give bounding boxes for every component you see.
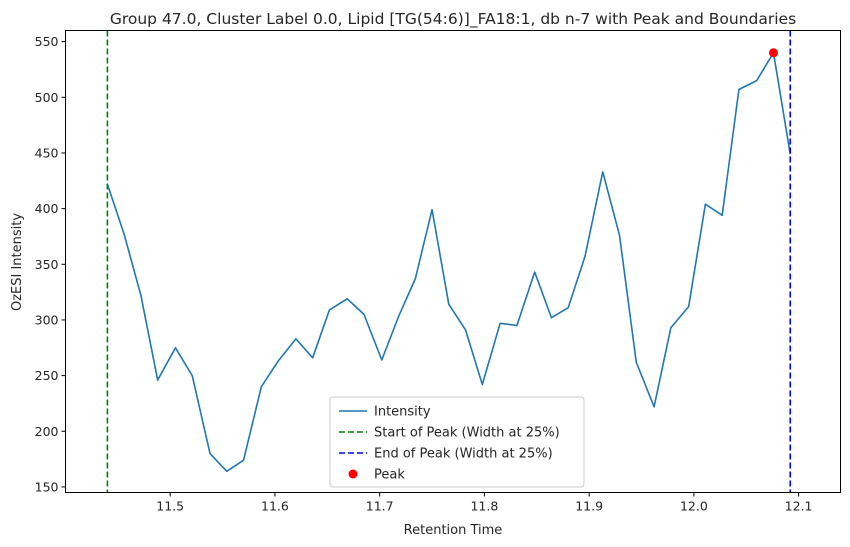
y-tick-label: 200 — [35, 424, 59, 439]
x-tick-label: 11.7 — [366, 499, 394, 514]
y-tick-label: 300 — [35, 312, 59, 327]
legend-label: Intensity — [374, 405, 431, 420]
plot-frame — [65, 30, 841, 493]
x-axis-label: Retention Time — [404, 523, 503, 538]
legend: Intensity Start of Peak (Width at 25%) End… — [329, 396, 585, 488]
legend-label: Start of Peak (Width at 25%) — [374, 426, 560, 441]
peak-marker — [768, 48, 778, 58]
y-tick-label: 250 — [35, 368, 59, 383]
y-axis-label: OzESI Intensity — [10, 213, 25, 311]
y-tick-label: 350 — [35, 257, 59, 272]
legend-label: End of Peak (Width at 25%) — [374, 447, 553, 462]
y-tick-label: 550 — [35, 34, 59, 49]
x-tick-label: 11.6 — [261, 499, 289, 514]
y-tick-label: 400 — [35, 201, 59, 216]
legend-swatch-peak — [348, 469, 358, 479]
legend-box — [329, 396, 585, 488]
x-tick-label: 11.8 — [470, 499, 498, 514]
x-tick-label: 12.0 — [680, 499, 708, 514]
y-tick-label: 450 — [35, 145, 59, 160]
chart-title: Group 47.0, Cluster Label 0.0, Lipid [TG… — [110, 10, 796, 29]
y-tick-label: 150 — [35, 479, 59, 494]
intensity-line — [106, 51, 792, 473]
y-tick-label: 500 — [35, 90, 59, 105]
axes: 11.5 11.6 11.7 11.8 11.9 12.0 12.1 150 200 250 300… — [35, 34, 813, 513]
x-tick-label: 11.5 — [156, 499, 184, 514]
x-tick-label: 11.9 — [575, 499, 603, 514]
legend-label: Peak — [374, 468, 405, 483]
plot-area — [106, 30, 792, 493]
x-tick-label: 12.1 — [785, 499, 813, 514]
